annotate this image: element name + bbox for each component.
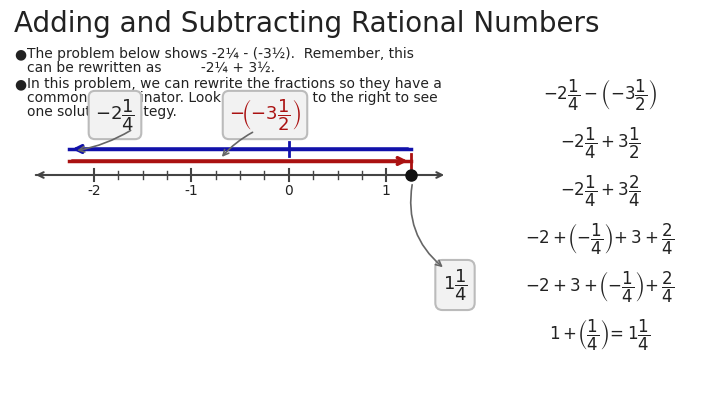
- Text: -2: -2: [87, 184, 101, 198]
- Text: The problem below shows -2¼ - (-3½).  Remember, this: The problem below shows -2¼ - (-3½). Rem…: [27, 47, 414, 61]
- Text: one solution strategy.: one solution strategy.: [27, 105, 177, 119]
- Text: $-2\dfrac{1}{4}+3\dfrac{2}{4}$: $-2\dfrac{1}{4}+3\dfrac{2}{4}$: [559, 173, 640, 209]
- Text: -1: -1: [184, 184, 198, 198]
- Text: $-\!\left(-3\dfrac{1}{2}\right)$: $-\!\left(-3\dfrac{1}{2}\right)$: [229, 97, 301, 133]
- Text: $1+\!\left(\dfrac{1}{4}\right)\!=1\dfrac{1}{4}$: $1+\!\left(\dfrac{1}{4}\right)\!=1\dfrac…: [549, 318, 651, 353]
- Text: ●: ●: [14, 77, 26, 91]
- Text: $-2+3+\!\left(-\dfrac{1}{4}\right)\!+\dfrac{2}{4}$: $-2+3+\!\left(-\dfrac{1}{4}\right)\!+\df…: [525, 269, 675, 305]
- Text: common denominator. Look at the steps to the right to see: common denominator. Look at the steps to…: [27, 91, 438, 105]
- Text: $-2\dfrac{1}{4}$: $-2\dfrac{1}{4}$: [95, 97, 135, 133]
- Text: $-2\dfrac{1}{4}+3\dfrac{1}{2}$: $-2\dfrac{1}{4}+3\dfrac{1}{2}$: [559, 126, 640, 161]
- Text: In this problem, we can rewrite the fractions so they have a: In this problem, we can rewrite the frac…: [27, 77, 442, 91]
- Text: $1\dfrac{1}{4}$: $1\dfrac{1}{4}$: [443, 267, 467, 303]
- Text: $-2+\!\left(-\dfrac{1}{4}\right)\!+3+\dfrac{2}{4}$: $-2+\!\left(-\dfrac{1}{4}\right)\!+3+\df…: [525, 222, 675, 257]
- Text: 1: 1: [382, 184, 391, 198]
- Text: Adding and Subtracting Rational Numbers: Adding and Subtracting Rational Numbers: [14, 10, 600, 38]
- Text: ●: ●: [14, 47, 26, 61]
- Text: can be rewritten as         -2¼ + 3½.: can be rewritten as -2¼ + 3½.: [27, 61, 275, 75]
- Text: 0: 0: [284, 184, 293, 198]
- Text: $-2\dfrac{1}{4}-\left(-3\dfrac{1}{2}\right)$: $-2\dfrac{1}{4}-\left(-3\dfrac{1}{2}\rig…: [543, 77, 657, 113]
